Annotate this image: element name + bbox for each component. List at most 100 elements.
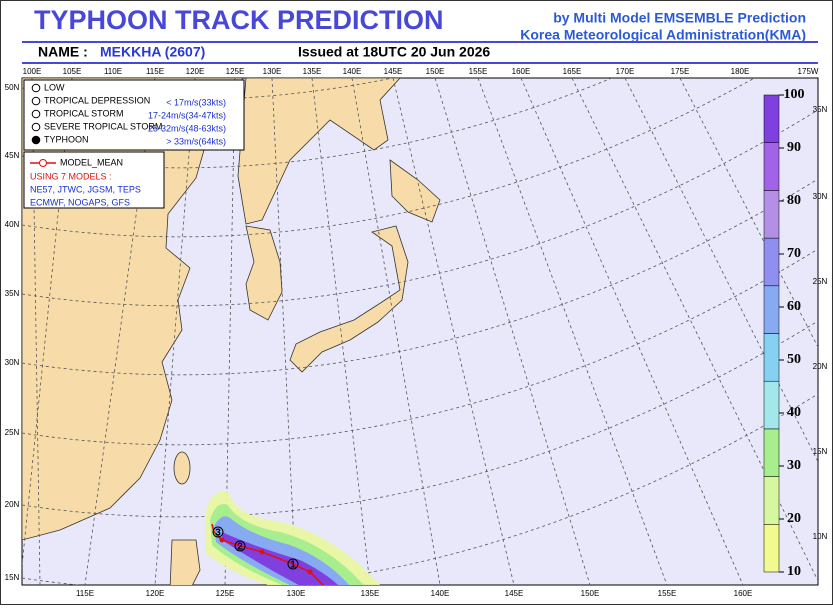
lat-label-left: 15N — [5, 573, 20, 582]
track-label: 3 — [215, 528, 221, 539]
lon-label-bottom: 140E — [431, 589, 450, 598]
parallel — [22, 78, 756, 238]
colorbar-label: 70 — [787, 246, 801, 261]
track-label: 2 — [237, 542, 243, 553]
lat-label-right: 30N — [813, 192, 828, 201]
meridian — [520, 78, 744, 585]
models: NE57, JTWC, JGSM, TEPS — [30, 184, 141, 194]
lon-label-top: 130E — [263, 67, 282, 76]
meridian — [477, 78, 668, 585]
lat-label-left: 35N — [5, 289, 20, 298]
parallel — [22, 320, 818, 518]
parallel — [22, 248, 818, 446]
lon-label-top: 135E — [303, 67, 322, 76]
lat-label-left: 45N — [5, 151, 20, 160]
track-point — [307, 569, 313, 575]
lon-label-top: 105E — [63, 67, 82, 76]
colorbar-segment — [763, 142, 780, 191]
colorbar-segment — [763, 94, 780, 143]
intensity-symbol — [31, 83, 41, 93]
lon-label-top: 100E — [23, 67, 42, 76]
meridian — [271, 78, 297, 585]
legend-items: LOW TROPICAL DEPRESSION < 17m/s(33kts) TROP… — [31, 82, 226, 146]
colorbar-label: 40 — [787, 405, 801, 420]
lon-label-bottom: 130E — [287, 589, 306, 598]
track-point — [219, 537, 225, 543]
title: TYPHOON TRACK PREDICTION — [34, 5, 444, 35]
track-point — [287, 558, 299, 570]
meridian — [351, 78, 441, 585]
lon-label-top: 115E — [146, 67, 164, 76]
lon-label-top: 165E — [563, 67, 582, 76]
intensity-label: TROPICAL DEPRESSION — [44, 95, 150, 105]
meridian — [434, 78, 591, 585]
meridian — [154, 78, 196, 585]
colorbar-label: 90 — [787, 140, 801, 155]
track-point — [234, 540, 246, 552]
intensity-range: < 17m/s(33kts) — [166, 97, 226, 107]
lat-label-left: 20N — [5, 500, 20, 509]
issued: Issued at 18UTC 20 Jun 2026 — [298, 44, 490, 60]
land-taiwan — [173, 451, 191, 485]
colorbar-label: 20 — [787, 511, 801, 526]
lon-label-top: 120E — [186, 67, 205, 76]
land-russia — [237, 78, 401, 225]
intensity-label: TROPICAL STORM — [44, 108, 124, 118]
lat-label-right: 20N — [813, 362, 828, 371]
track-point — [212, 526, 224, 538]
models-title: USING 7 MODELS : — [30, 171, 112, 181]
colorbar-segment — [763, 476, 780, 525]
lon-label-bottom: 150E — [581, 589, 600, 598]
lon-label-bottom: 120E — [146, 589, 165, 598]
colorbar: 10 20 30 40 50 60 70 80 90 100 — [763, 87, 805, 579]
track-point — [259, 549, 265, 555]
intensity-label: TYPHOON — [44, 134, 89, 144]
lon-label-top: 155E — [469, 67, 488, 76]
intensity-symbol — [31, 96, 41, 106]
intensity-label: SEVERE TROPICAL STORM — [44, 121, 162, 131]
colorbar-segment — [763, 333, 780, 382]
intensity-range: > 33m/s(64kts) — [166, 136, 226, 146]
lon-label-top: 175W — [798, 67, 819, 76]
lon-label-bottom: 125E — [216, 589, 235, 598]
name-label: NAME : — [38, 44, 88, 60]
land-luzon — [169, 539, 201, 585]
lon-label-top: 175E — [671, 67, 690, 76]
lon-label-bottom: 135E — [361, 589, 380, 598]
colorbar-label: 30 — [787, 458, 801, 473]
lon-label-top: 110E — [104, 67, 122, 76]
track-label: 1 — [290, 560, 296, 571]
lon-label-bottom: 155E — [658, 589, 677, 598]
parallel — [22, 109, 818, 307]
parallel — [22, 393, 818, 585]
land-korea — [245, 225, 283, 321]
lon-label-top: 125E — [226, 67, 245, 76]
land-hokkaido — [389, 159, 441, 223]
lon-label-top: 150E — [426, 67, 445, 76]
lat-label-right: 10N — [813, 532, 828, 541]
colorbar-segment — [763, 380, 780, 430]
intensity-range: 25-32m/s(48-63kts) — [148, 123, 226, 133]
lon-label-top: 160E — [512, 67, 531, 76]
colorbar-segment — [763, 237, 780, 287]
colorbar-label: 60 — [787, 299, 801, 314]
colorbar-label: 10 — [787, 564, 801, 579]
colorbar-segment — [763, 190, 780, 239]
lat-label-left: 30N — [5, 358, 20, 367]
lat-label-left: 50N — [5, 83, 20, 92]
parallel — [22, 178, 818, 376]
lat-label-left: 40N — [5, 220, 20, 229]
lon-label-bottom: 115E — [76, 589, 94, 598]
axis-labels: 100E 105E 110E 115E 120E 125E 130E 135E 140E 145E… — [5, 67, 828, 598]
mean-point-symbol — [39, 159, 47, 167]
subtitle: by Multi Model EMSEMBLE Prediction — [553, 10, 806, 26]
lon-label-top: 140E — [343, 67, 362, 76]
colorbar-segment — [763, 285, 780, 334]
meridian — [311, 78, 371, 585]
lon-label-top: 145E — [384, 67, 403, 76]
lat-label-right: 35N — [813, 105, 828, 114]
intensity-range: 17-24m/s(34-47kts) — [148, 110, 226, 120]
colorbar-label: 100 — [784, 87, 805, 102]
meridian — [624, 78, 818, 463]
